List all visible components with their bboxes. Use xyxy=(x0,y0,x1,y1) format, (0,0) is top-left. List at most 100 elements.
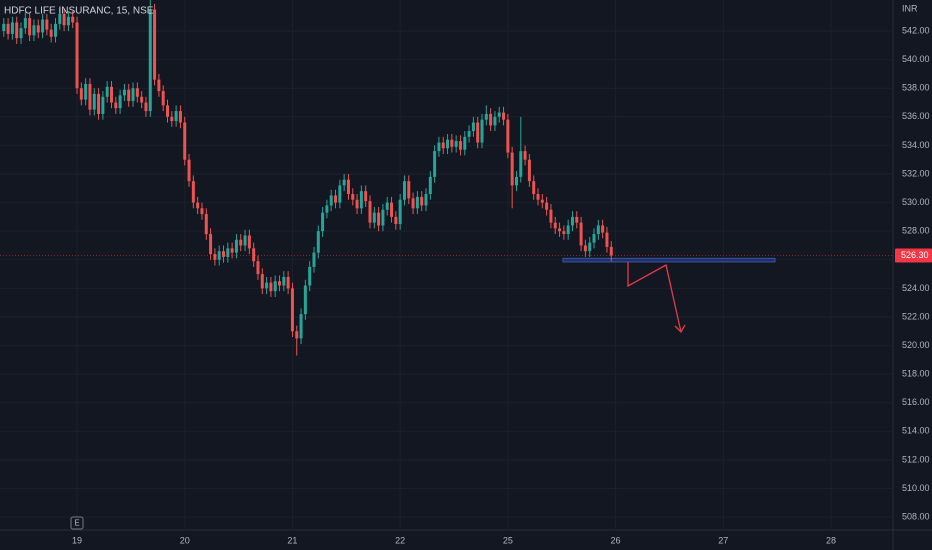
candle-body xyxy=(480,119,484,143)
candle-body xyxy=(295,331,299,339)
candle-body xyxy=(545,202,549,210)
candle-body xyxy=(252,248,256,262)
candle-body xyxy=(351,194,355,200)
candle-body xyxy=(41,19,45,33)
candle-body xyxy=(359,191,363,209)
event-badge[interactable]: E xyxy=(74,519,79,528)
candle-body xyxy=(342,179,346,186)
y-tick-label: 520.00 xyxy=(902,340,930,350)
candle-body xyxy=(601,225,605,233)
x-tick-label: 22 xyxy=(395,535,405,545)
candle-body xyxy=(204,214,208,235)
candle-body xyxy=(402,181,406,200)
candle-body xyxy=(450,139,454,147)
candle-body xyxy=(88,83,92,110)
candle-body xyxy=(222,251,226,257)
candle-body xyxy=(144,102,148,112)
y-tick-label: 516.00 xyxy=(902,397,930,407)
candle-body xyxy=(377,212,381,226)
candle-body xyxy=(101,96,105,114)
candle-body xyxy=(570,216,574,226)
candle-body xyxy=(127,89,131,102)
candle-body xyxy=(493,116,497,126)
candle-body xyxy=(424,194,428,206)
candle-body xyxy=(605,232,609,247)
candle-body xyxy=(148,9,152,112)
candle-body xyxy=(497,112,501,117)
candle-body xyxy=(458,141,462,150)
candle-body xyxy=(532,181,536,195)
candle-body xyxy=(441,142,445,149)
candle-body xyxy=(118,95,122,109)
candle-body xyxy=(161,91,165,106)
candle-body xyxy=(286,276,290,289)
candle-body xyxy=(303,285,307,315)
candle-body xyxy=(62,13,66,26)
candle-body xyxy=(290,288,294,332)
candle-body xyxy=(428,176,432,195)
projection-arrow xyxy=(627,262,682,333)
y-tick-label: 532.00 xyxy=(902,168,930,178)
x-tick-label: 28 xyxy=(826,535,836,545)
candle-body xyxy=(174,111,178,122)
candle-body xyxy=(463,136,467,150)
candle-body xyxy=(312,252,316,267)
candle-body xyxy=(415,196,419,209)
event-badge-box[interactable] xyxy=(70,516,84,530)
grid xyxy=(0,0,893,530)
y-tick-label: 522.00 xyxy=(902,311,930,321)
candle-body xyxy=(592,234,596,243)
y-tick-label: 510.00 xyxy=(902,483,930,493)
x-tick-label: 21 xyxy=(287,535,297,545)
y-tick-label: 524.00 xyxy=(902,283,930,293)
candle-body xyxy=(536,194,540,200)
candle-body xyxy=(226,248,230,257)
candle-body xyxy=(527,159,531,182)
x-tick-label: 20 xyxy=(180,535,190,545)
candle-body xyxy=(549,209,553,223)
candle-body xyxy=(420,196,424,206)
candle-body xyxy=(454,141,458,147)
candle-body xyxy=(200,208,204,215)
y-tick-label: 512.00 xyxy=(902,454,930,464)
candle-body xyxy=(6,23,10,34)
candle-body xyxy=(213,254,217,260)
x-tick-label: 27 xyxy=(718,535,728,545)
candle-body xyxy=(609,246,613,256)
candle-body xyxy=(58,13,62,24)
candle-body xyxy=(381,209,385,226)
candle-body xyxy=(79,88,83,100)
candle-body xyxy=(23,18,27,29)
candle-body xyxy=(135,88,139,97)
candle-body xyxy=(45,19,49,30)
candle-body xyxy=(243,235,247,246)
candle-body xyxy=(178,111,182,123)
candle-body xyxy=(166,105,170,117)
candle-body xyxy=(187,159,191,182)
currency-label: INR xyxy=(902,3,918,13)
candle-body xyxy=(282,276,286,286)
candle-body xyxy=(579,222,583,246)
candle-body xyxy=(2,23,6,32)
candle-body xyxy=(131,88,135,102)
candle-body xyxy=(105,86,109,97)
candle-body xyxy=(49,29,53,37)
candle-body xyxy=(476,122,480,143)
candle-body xyxy=(234,239,238,253)
candle-body xyxy=(53,23,57,37)
support-zone xyxy=(562,257,776,263)
x-tick-label: 25 xyxy=(503,535,513,545)
candle-body xyxy=(334,195,338,203)
candle-body xyxy=(471,122,475,132)
x-tick-label: 19 xyxy=(72,535,82,545)
candle-body xyxy=(183,122,187,160)
candle-body xyxy=(66,16,70,26)
last-price-tag xyxy=(895,248,932,263)
candle-body xyxy=(575,216,579,223)
candle-body xyxy=(558,228,562,232)
candle-body xyxy=(92,93,96,110)
y-tick-label: 540.00 xyxy=(902,54,930,64)
